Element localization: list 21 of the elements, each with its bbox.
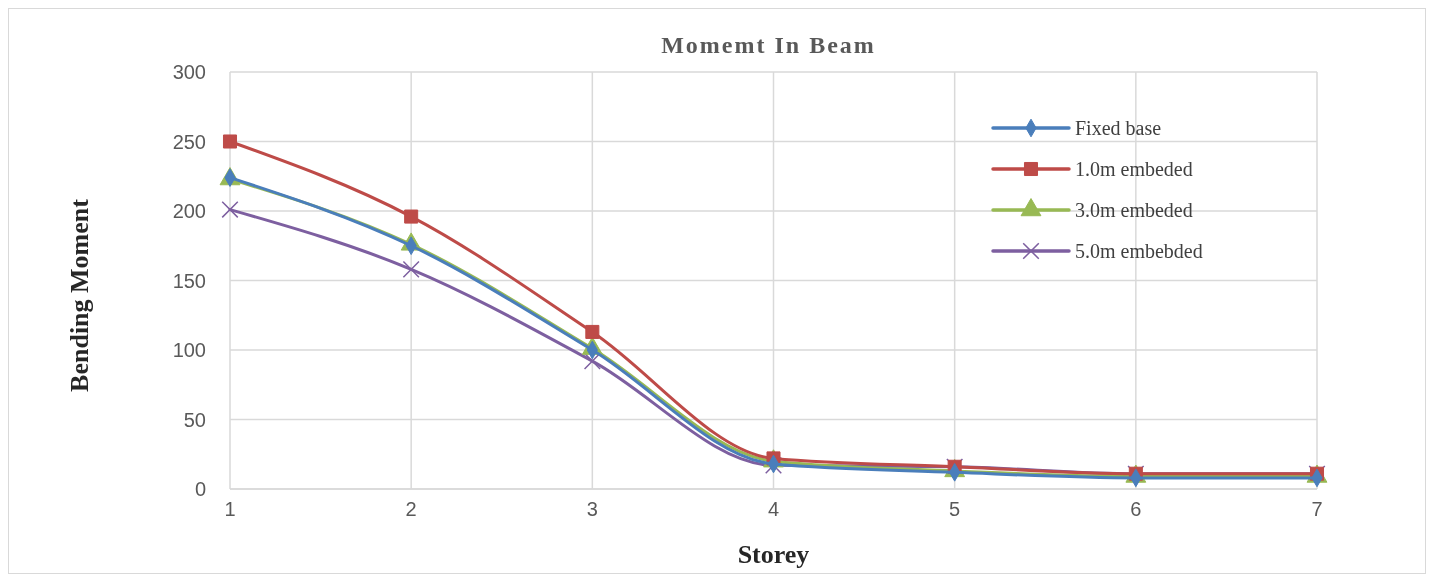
- x-tick-label: 7: [1311, 498, 1323, 520]
- x-tick-label: 6: [1130, 498, 1142, 520]
- y-tick-label: 50: [183, 408, 206, 431]
- chart-title: Momemt In Beam: [661, 32, 876, 58]
- x-tick-label: 1: [224, 498, 236, 520]
- legend-label: Fixed base: [1075, 117, 1162, 139]
- x-tick-label: 2: [405, 498, 417, 520]
- x-axis-title: Storey: [737, 540, 810, 569]
- legend-label: 5.0m embebded: [1075, 240, 1203, 262]
- y-tick-label: 150: [172, 269, 206, 292]
- y-axis-title: Bending Moment: [65, 198, 94, 392]
- x-tick-label: 4: [767, 498, 780, 520]
- x-tick-label: 5: [949, 498, 961, 520]
- y-tick-label: 300: [172, 61, 206, 83]
- legend-label: 3.0m embeded: [1075, 199, 1193, 221]
- y-tick-label: 100: [172, 339, 206, 361]
- legend-label: 1.0m embeded: [1075, 158, 1193, 180]
- y-tick-label: 250: [172, 130, 206, 153]
- y-tick-label: 0: [194, 478, 206, 500]
- y-tick-label: 200: [172, 200, 206, 222]
- x-tick-label: 3: [586, 498, 598, 520]
